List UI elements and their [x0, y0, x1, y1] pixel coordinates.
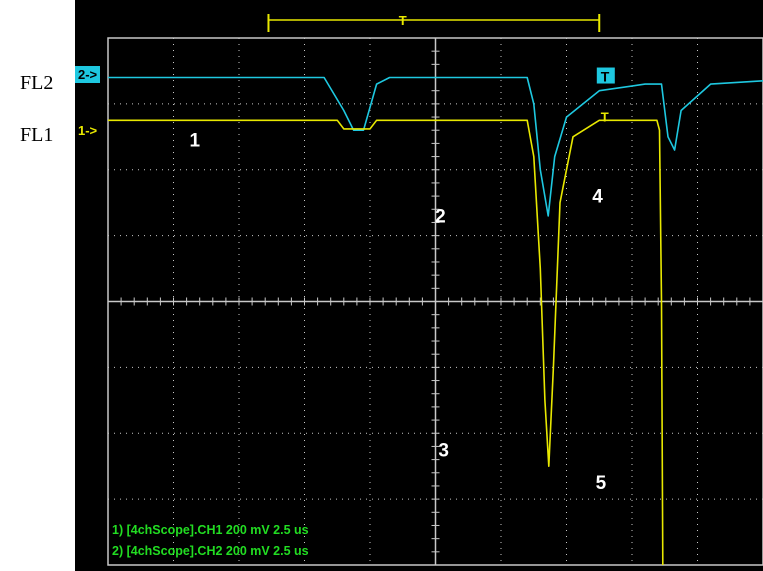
- peak-label-1: 1: [189, 131, 200, 152]
- timebase-bracket: T: [267, 13, 601, 32]
- status-line: 1) [4chScope].CH1 200 mV 2.5 us: [112, 523, 309, 537]
- status-line: 2) [4chScope].CH2 200 mV 2.5 us: [112, 544, 309, 558]
- ch1-marker: 1->: [78, 123, 98, 138]
- trace-ch1: [108, 119, 664, 566]
- trace-ch2: [108, 76, 763, 217]
- peak-labels: 1 2 3 4 5: [189, 131, 606, 495]
- scope-screen: [75, 0, 763, 571]
- peak-label-5: 5: [596, 473, 607, 494]
- status-lines: 1) [4chScope].CH1 200 mV 2.5 us 2) [4chSc…: [112, 523, 309, 558]
- peak-label-2: 2: [435, 206, 446, 227]
- ch2-marker: 2->: [75, 66, 101, 83]
- peak-label-4: 4: [592, 187, 603, 208]
- fl2-label: FL2: [20, 72, 54, 94]
- peak-label-3: 3: [438, 440, 449, 461]
- ch2-trigger-box: [596, 67, 615, 84]
- graticule: [107, 37, 763, 566]
- ch1-trigger-marker: T: [601, 109, 609, 124]
- traces: TT: [108, 67, 763, 566]
- fl1-label: FL1: [20, 124, 54, 146]
- ch2-trigger-marker: T: [601, 69, 610, 85]
- timebase-trigger-marker: T: [399, 13, 407, 28]
